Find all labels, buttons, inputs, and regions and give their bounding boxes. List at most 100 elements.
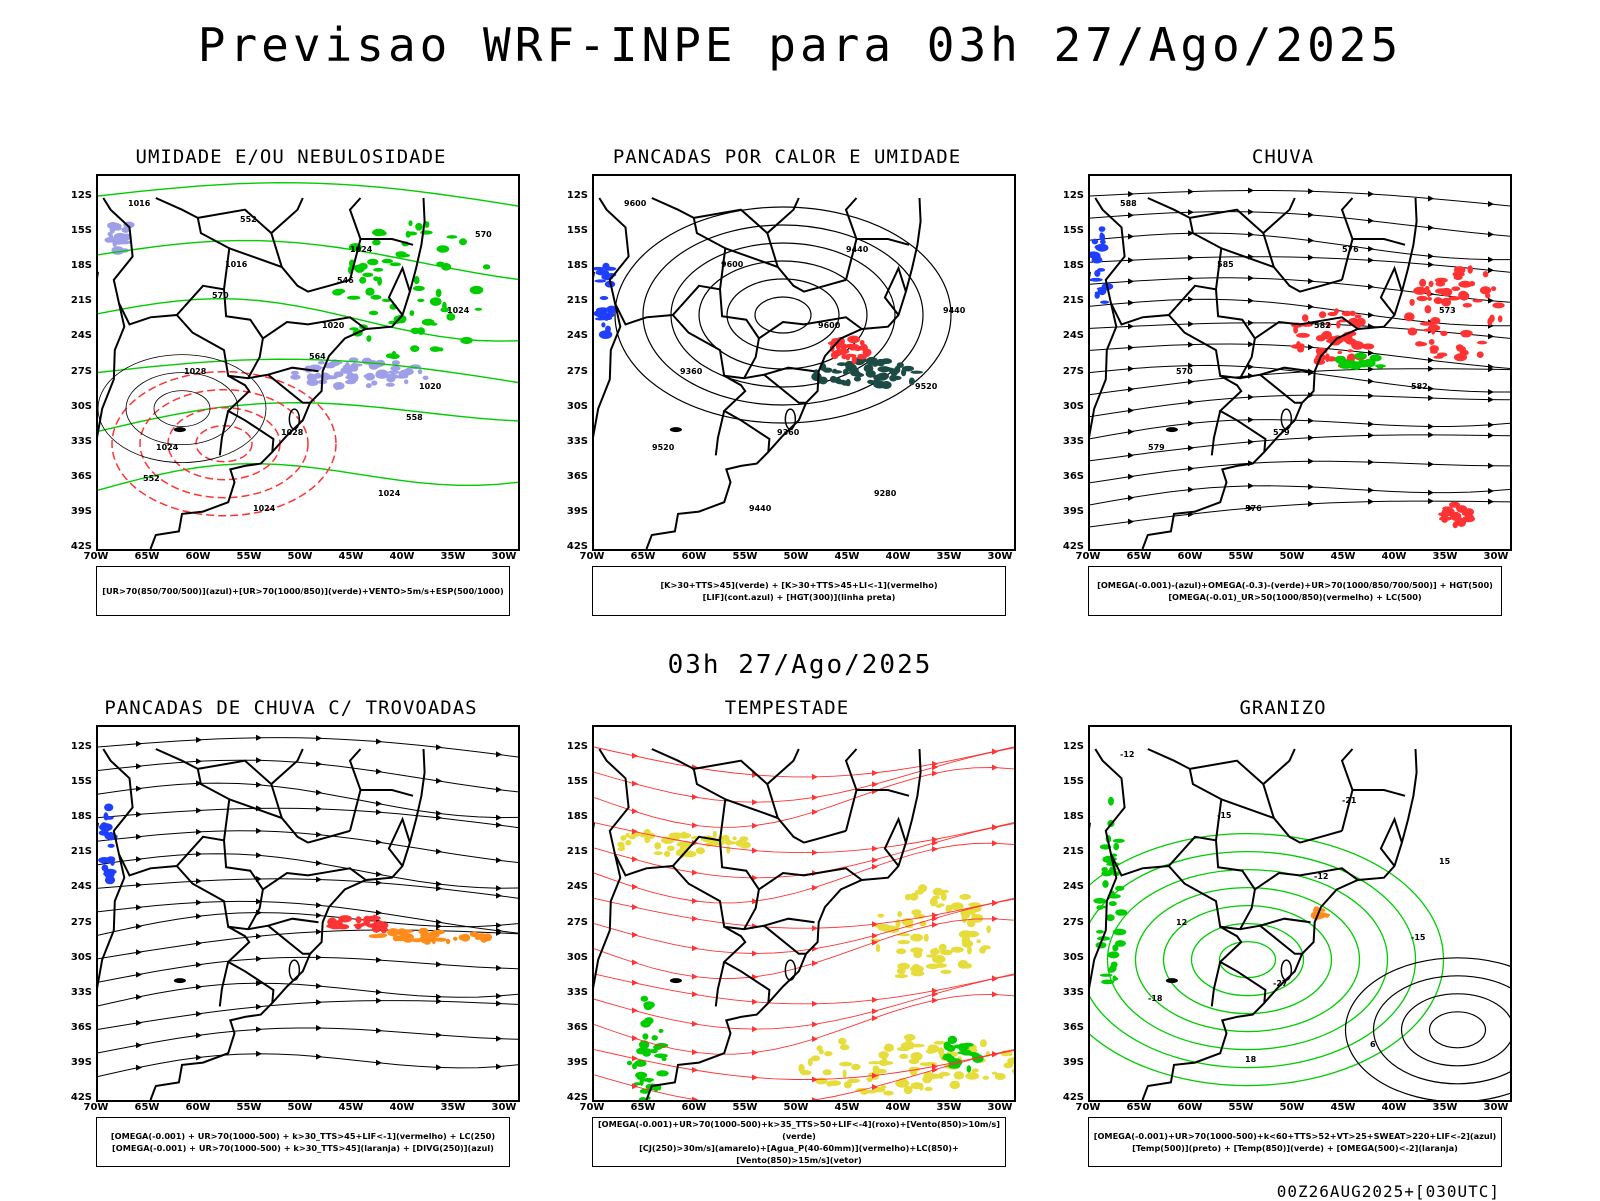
shade-patch <box>1112 944 1119 952</box>
border-line <box>247 917 319 931</box>
streamline-arrowhead <box>1248 363 1254 370</box>
shade-patch <box>1112 975 1117 982</box>
lake-fill <box>1165 978 1178 984</box>
streamline-arrowhead <box>1248 297 1254 304</box>
streamline <box>98 900 518 934</box>
streamline-arrowhead <box>316 954 322 961</box>
border-line <box>270 197 304 268</box>
border-line <box>1220 798 1343 844</box>
streamline-arrowhead <box>136 1042 142 1049</box>
lon-tick-label: 50W <box>1279 551 1305 562</box>
map-svg: 1016 1016 1020 1020 1024 1024 1024 1024 1028 1028… <box>98 181 518 549</box>
border-line <box>714 410 726 456</box>
shade-patch <box>1101 867 1108 872</box>
lon-tick-label: 45W <box>834 1102 860 1113</box>
streamline-arrowhead <box>872 1015 878 1022</box>
shade-patch <box>100 822 108 831</box>
lat-tick-label: 30S <box>70 400 92 412</box>
streamline <box>98 912 518 936</box>
streamline-arrowhead <box>316 761 322 767</box>
shade-patch <box>843 1081 852 1089</box>
shade-patch <box>1407 327 1418 336</box>
border-line <box>1239 366 1311 380</box>
shade-patch <box>712 830 717 838</box>
coastline-east <box>1141 197 1418 549</box>
shade-patch <box>417 369 423 375</box>
shade-patch <box>644 1004 653 1011</box>
shade-patch <box>594 279 607 283</box>
lat-tick-label: 30S <box>566 951 588 963</box>
contour-label: -21 <box>1342 796 1357 805</box>
shade-patch <box>401 933 414 942</box>
border-line <box>693 208 768 234</box>
shade-patch <box>409 310 415 316</box>
lat-tick-label: 21S <box>70 846 92 858</box>
streamline-arrowhead <box>632 828 638 835</box>
streamline-arrowhead <box>1368 459 1374 466</box>
streamline-arrowhead <box>256 827 262 834</box>
shade-patch <box>950 946 964 953</box>
shade-patch <box>1374 364 1386 368</box>
contour-label: 570 <box>475 230 492 239</box>
streamline-arrowhead <box>692 945 698 952</box>
streamline-arrowhead <box>692 794 698 800</box>
contour-label: 1024 <box>378 489 401 498</box>
shade-patch <box>431 936 436 945</box>
shade-patch <box>104 875 116 885</box>
shade-patch <box>642 1033 649 1040</box>
streamline-arrowhead <box>1128 428 1134 435</box>
contour-label: 1028 <box>184 367 207 376</box>
streamline-arrowhead <box>376 879 382 886</box>
streamline <box>1090 434 1510 462</box>
border-line <box>1340 197 1354 281</box>
streamline-arrowhead <box>1248 438 1254 445</box>
streamline-arrowhead <box>1428 498 1434 505</box>
legend-line-1: [K>30+TTS>45](verde) + [K>30+TTS>45+LI<-… <box>660 580 938 590</box>
shade-patch <box>949 1080 961 1090</box>
lon-tick-label: 45W <box>338 1102 364 1113</box>
shade-patch <box>1404 312 1415 322</box>
shade-patch <box>1435 281 1446 287</box>
contour-label: -12 <box>1120 750 1134 759</box>
streamline-arrowhead <box>1248 208 1254 215</box>
lon-tick-label: 50W <box>1279 1102 1305 1113</box>
streamline-arrowhead <box>1188 341 1194 348</box>
contour-line <box>642 224 924 406</box>
streamline-arrowhead <box>1248 416 1254 423</box>
shade-patch <box>843 345 852 348</box>
streamline-arrowhead <box>632 1007 638 1014</box>
lon-tick-label: 45W <box>834 551 860 562</box>
streamline <box>1090 232 1510 261</box>
lat-tick-label: 18S <box>70 811 92 823</box>
streamline-arrowhead <box>992 748 998 755</box>
streamline-arrowhead <box>436 961 442 968</box>
shade-patch <box>1350 362 1358 369</box>
shade-patch <box>415 222 423 231</box>
streamline-arrowhead <box>872 863 878 870</box>
streamline-arrowhead <box>1428 489 1434 496</box>
border-line <box>883 816 907 867</box>
streamline-arrowhead <box>1428 261 1434 268</box>
shade-patch <box>1108 901 1117 907</box>
streamline-arrowhead <box>136 904 142 911</box>
streamline <box>98 759 518 793</box>
shade-patch <box>435 288 442 298</box>
streamline-arrowhead <box>1248 482 1254 489</box>
border-line <box>360 238 414 246</box>
streamline-arrowhead <box>1248 505 1254 512</box>
legend-line-1: [OMEGA(-0.001)+UR>70(1000-500)+k<60+TTS>… <box>1093 1131 1497 1141</box>
shade-patch <box>417 298 425 303</box>
streamline <box>98 878 518 899</box>
contour-label: 1024 <box>350 245 373 254</box>
streamline-arrowhead <box>992 824 998 831</box>
contour-label: 9440 <box>943 306 966 315</box>
streamline <box>98 1000 518 1030</box>
border-line <box>1090 854 1118 989</box>
map-granizo: -12 -15 -12 -15 -18 18 -21 15 12 -27 6 <box>1088 725 1512 1102</box>
streamline-arrowhead <box>1308 254 1314 261</box>
lat-tick-label: 24S <box>70 330 92 342</box>
shade-patch <box>1090 277 1103 282</box>
shade-patch <box>340 916 346 920</box>
streamline-arrowhead <box>496 929 502 936</box>
shade-patch <box>894 974 908 979</box>
